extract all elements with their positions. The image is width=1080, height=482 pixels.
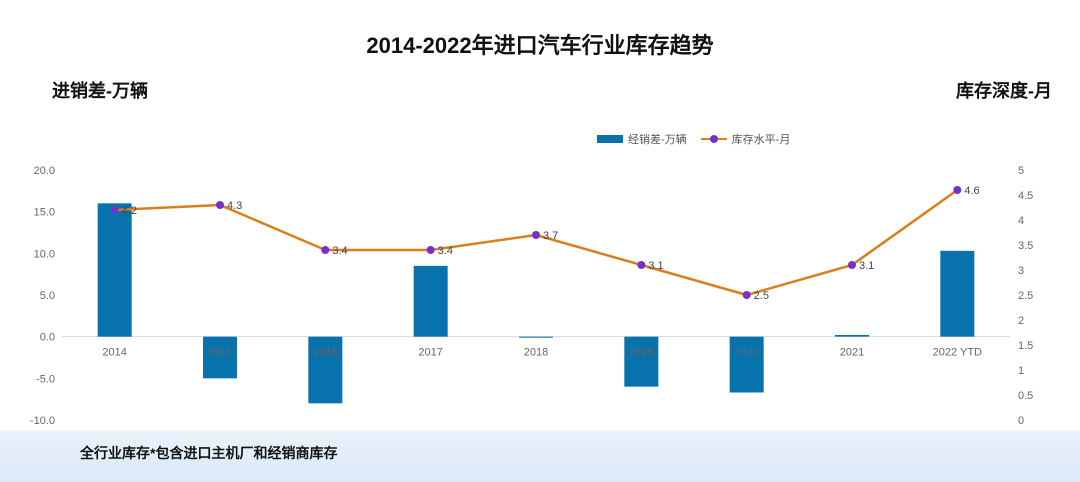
bar-2021 <box>835 335 869 337</box>
line-marker <box>953 186 962 194</box>
right-axis-tick-label: 0.5 <box>1018 390 1033 402</box>
line-data-label: 2.5 <box>754 290 769 302</box>
chart-title: 2014-2022年进口汽车行业库存趋势 <box>366 33 714 58</box>
line-marker <box>426 246 435 254</box>
bar-2017 <box>413 265 448 337</box>
left-axis-title: 进销差-万辆 <box>52 81 148 101</box>
bar-2014 <box>97 203 132 337</box>
bar-2018 <box>519 336 553 338</box>
line-data-label: 3.4 <box>332 245 347 257</box>
legend-line-label: 库存水平-月 <box>731 134 791 146</box>
legend-bar-label: 经销差-万辆 <box>628 134 687 146</box>
right-axis-tick-label: 3.5 <box>1018 240 1033 252</box>
legend: 经销差-万辆 库存水平-月 <box>597 131 804 147</box>
bar-2022-ytd <box>940 250 975 337</box>
line-data-label: 3.1 <box>859 260 874 272</box>
x-axis-tick-label: 2017 <box>418 347 442 359</box>
right-axis-tick-label: 4.5 <box>1018 190 1033 202</box>
x-axis-tick-label: 2019 <box>629 347 653 359</box>
left-axis-tick-label: 5.0 <box>40 290 55 302</box>
x-axis-tick-label: 2018 <box>524 347 548 359</box>
right-axis-tick-label: 1 <box>1018 365 1024 377</box>
line-data-label: 4.3 <box>227 200 242 212</box>
legend-item-line[interactable]: 库存水平-月 <box>700 131 791 147</box>
bar-2020 <box>729 336 764 393</box>
line-marker <box>216 201 224 209</box>
left-axis-tick-label: -10.0 <box>30 415 55 427</box>
right-axis-tick-label: 0 <box>1018 415 1024 427</box>
line-marker <box>742 291 751 299</box>
left-axis-tick-label: 20.0 <box>34 165 55 177</box>
x-axis-tick-label: 2015 <box>208 347 232 359</box>
right-axis-tick-label: 4 <box>1018 215 1024 227</box>
x-axis-tick-label: 2014 <box>102 347 126 359</box>
x-axis-tick-label: 2021 <box>840 347 864 359</box>
bar-2019 <box>624 336 659 387</box>
x-axis-tick-label: 2020 <box>734 347 758 359</box>
x-axis-tick-label: 2016 <box>313 347 337 359</box>
right-axis-tick-label: 2.5 <box>1018 290 1033 302</box>
line-marker <box>532 231 540 239</box>
line-marker <box>321 246 330 254</box>
line-data-label: 3.7 <box>543 230 558 242</box>
left-axis-tick-label: 10.0 <box>34 248 55 260</box>
right-axis-tick-label: 3 <box>1018 265 1024 277</box>
bar-2015 <box>203 336 237 379</box>
bottom-band <box>0 430 1080 482</box>
line-data-label: 4.2 <box>122 205 137 217</box>
right-axis-tick-label: 5 <box>1018 165 1024 177</box>
x-axis-tick-label: 2022 YTD <box>933 347 982 359</box>
line-data-label: 3.1 <box>648 260 663 272</box>
legend-bar-swatch <box>597 135 623 143</box>
right-axis-tick-label: 1.5 <box>1018 340 1033 352</box>
footnote: 全行业库存*包含进口主机厂和经销商库存 <box>80 445 338 461</box>
left-axis-tick-label: 15.0 <box>34 207 55 219</box>
line-marker <box>110 206 119 214</box>
legend-item-bar[interactable]: 经销差-万辆 <box>597 131 687 147</box>
bar-2016 <box>308 336 343 404</box>
right-axis-tick-label: 2 <box>1018 315 1024 327</box>
line-marker <box>637 261 646 269</box>
right-axis-title: 库存深度-月 <box>956 81 1052 101</box>
left-axis-tick-label: 0.0 <box>40 332 55 344</box>
left-axis-tick-label: -5.0 <box>36 373 55 385</box>
line-data-label: 4.6 <box>964 185 979 197</box>
line-marker <box>848 261 856 269</box>
line-data-label: 3.4 <box>438 245 453 257</box>
legend-line-swatch <box>700 133 727 145</box>
